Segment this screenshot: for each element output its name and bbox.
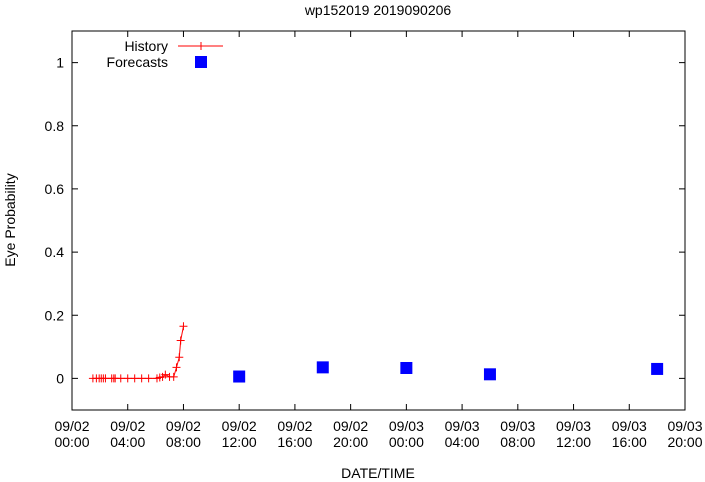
legend-swatch-forecasts <box>195 56 207 68</box>
y-tick-label: 0.6 <box>45 181 65 197</box>
x-tick-label: 16:00 <box>612 434 647 450</box>
y-axis-label: Eye Probability <box>2 173 18 266</box>
history-point <box>172 363 181 372</box>
x-tick-label: 09/02 <box>54 418 89 434</box>
forecast-point <box>316 361 329 374</box>
legend-cross-history <box>197 42 205 50</box>
x-tick-label: 09/02 <box>166 418 201 434</box>
x-tick-label: 08:00 <box>500 434 535 450</box>
legend-label-forecasts: Forecasts <box>107 54 168 70</box>
y-tick-label: 0 <box>56 370 64 386</box>
x-tick-label: 04:00 <box>445 434 480 450</box>
history-point <box>116 374 125 383</box>
x-tick-label: 09/03 <box>612 418 647 434</box>
x-tick-label: 09/03 <box>556 418 591 434</box>
history-point <box>137 374 146 383</box>
x-tick-label: 20:00 <box>667 434 702 450</box>
x-tick-label: 09/02 <box>277 418 312 434</box>
plot-area <box>71 30 686 411</box>
y-tick-label: 0.8 <box>45 118 65 134</box>
history-point <box>130 374 139 383</box>
x-tick-label: 12:00 <box>222 434 257 450</box>
forecast-point <box>233 370 246 383</box>
x-tick-label: 04:00 <box>110 434 145 450</box>
x-tick-label: 12:00 <box>556 434 591 450</box>
forecast-point <box>400 361 413 374</box>
history-point <box>161 370 170 379</box>
x-tick-label: 09/03 <box>445 418 480 434</box>
forecast-point <box>483 368 496 381</box>
x-tick-label: 09/02 <box>110 418 145 434</box>
history-point <box>179 322 188 331</box>
x-tick-label: 09/03 <box>667 418 702 434</box>
x-tick-label: 08:00 <box>166 434 201 450</box>
x-tick-label: 09/02 <box>333 418 368 434</box>
x-tick-label: 09/02 <box>222 418 257 434</box>
x-tick-label: 09/03 <box>389 418 424 434</box>
history-point <box>144 374 153 383</box>
history-point <box>123 374 132 383</box>
history-point <box>176 336 185 345</box>
history-line <box>92 326 184 379</box>
forecast-point <box>651 362 664 375</box>
y-tick-label: 1 <box>56 55 64 71</box>
y-tick-label: 0.4 <box>45 244 65 260</box>
chart-title: wp152019 2019090206 <box>304 2 452 18</box>
x-tick-label: 16:00 <box>277 434 312 450</box>
x-tick-label: 00:00 <box>389 434 424 450</box>
x-tick-label: 20:00 <box>333 434 368 450</box>
x-tick-label: 00:00 <box>54 434 89 450</box>
history-point <box>175 353 184 362</box>
legend: History Forecasts <box>107 38 223 70</box>
y-tick-label: 0.2 <box>45 307 65 323</box>
history-point <box>169 372 178 381</box>
x-axis-label: DATE/TIME <box>341 465 415 481</box>
legend-label-history: History <box>124 38 168 54</box>
x-tick-label: 09/03 <box>500 418 535 434</box>
